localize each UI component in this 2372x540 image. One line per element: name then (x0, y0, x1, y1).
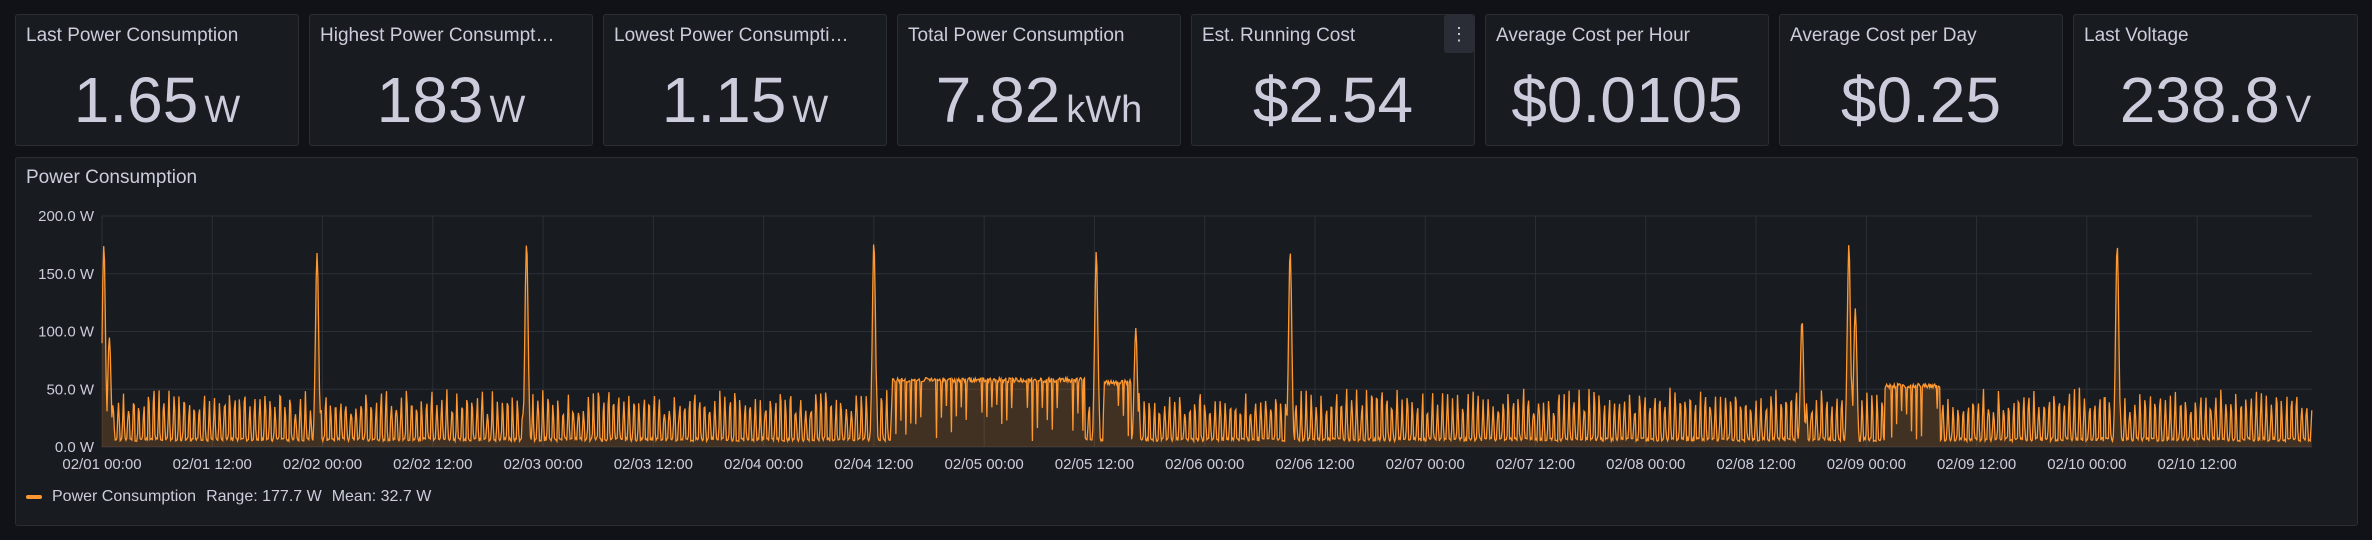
y-tick-label: 0.0 W (55, 439, 95, 456)
x-tick-label: 02/10 12:00 (2158, 456, 2237, 473)
x-tick-label: 02/09 12:00 (1937, 456, 2016, 473)
stat-panel-highest-power[interactable]: Highest Power Consumption 183 W (309, 14, 593, 146)
stat-value: $0.25 (1780, 63, 2062, 137)
stat-title: Last Voltage (2084, 25, 2189, 46)
stat-title: Last Power Consumption (26, 25, 239, 46)
y-tick-label: 150.0 W (38, 266, 95, 283)
stat-unit: W (489, 89, 526, 131)
x-tick-label: 02/03 00:00 (503, 456, 582, 473)
stat-panel-cost-per-hour[interactable]: Average Cost per Hour $0.0105 (1485, 14, 1769, 146)
stat-value: 1.15 W (604, 63, 886, 137)
x-tick-label: 02/06 00:00 (1165, 456, 1244, 473)
y-tick-label: 200.0 W (38, 208, 95, 225)
stat-number: 1.15 (661, 64, 787, 136)
stat-unit: V (2285, 89, 2312, 131)
series-area (102, 244, 2312, 447)
x-tick-label: 02/01 12:00 (173, 456, 252, 473)
stat-panel-lowest-power[interactable]: Lowest Power Consumption 1.15 W (603, 14, 887, 146)
stat-number: 7.82 (935, 64, 1061, 136)
stat-value: 1.65 W (16, 63, 298, 137)
stat-unit: kWh (1066, 89, 1143, 131)
stat-number: 1.65 (73, 64, 199, 136)
stat-number: $0.0105 (1511, 64, 1743, 136)
chart-legend[interactable]: Power Consumption Range: 177.7 W Mean: 3… (26, 488, 431, 506)
stat-title: Total Power Consumption (908, 25, 1125, 46)
stat-value: $2.54 (1192, 63, 1474, 137)
x-tick-label: 02/04 00:00 (724, 456, 803, 473)
stat-number: $2.54 (1252, 64, 1414, 136)
x-tick-label: 02/07 12:00 (1496, 456, 1575, 473)
stat-value: 238.8 V (2074, 63, 2357, 137)
stat-title: Lowest Power Consumption (614, 25, 850, 46)
kebab-menu-icon[interactable]: ⋮ (1444, 15, 1474, 53)
stat-panel-cost-per-day[interactable]: Average Cost per Day $0.25 (1779, 14, 2063, 146)
x-tick-label: 02/06 12:00 (1275, 456, 1354, 473)
stat-unit: W (204, 89, 241, 131)
stat-panel-total-power[interactable]: Total Power Consumption 7.82 kWh (897, 14, 1181, 146)
stat-unit: W (792, 89, 829, 131)
stat-title: Est. Running Cost (1202, 25, 1356, 46)
x-tick-label: 02/09 00:00 (1827, 456, 1906, 473)
stat-title: Highest Power Consumption (320, 25, 556, 46)
power-consumption-chart[interactable]: 0.0 W 50.0 W 100.0 W 150.0 W 200.0 W 02/01 00… (16, 158, 2357, 525)
x-tick-label: 02/07 00:00 (1386, 456, 1465, 473)
legend-mean: Mean: 32.7 W (331, 488, 432, 505)
stat-title: Average Cost per Day (1790, 25, 1977, 46)
stat-number: 238.8 (2119, 64, 2280, 136)
x-tick-label: 02/10 00:00 (2047, 456, 2126, 473)
y-tick-label: 50.0 W (46, 381, 94, 398)
legend-swatch (26, 495, 42, 499)
x-tick-label: 02/08 12:00 (1716, 456, 1795, 473)
y-tick-label: 100.0 W (38, 324, 95, 341)
x-tick-label: 02/02 12:00 (393, 456, 472, 473)
legend-range: Range: 177.7 W (206, 488, 322, 505)
stat-value: $0.0105 (1486, 63, 1768, 137)
stat-panel-last-power[interactable]: Last Power Consumption 1.65 W (15, 14, 299, 146)
x-tick-label: 02/03 12:00 (614, 456, 693, 473)
series-line (101, 244, 2313, 444)
stat-value: 7.82 kWh (898, 63, 1180, 137)
x-tick-label: 02/05 12:00 (1055, 456, 1134, 473)
legend-series-name[interactable]: Power Consumption (52, 488, 197, 505)
stat-title: Average Cost per Hour (1496, 25, 1690, 46)
stat-number: 183 (376, 64, 484, 136)
x-tick-label: 02/02 00:00 (283, 456, 362, 473)
stat-value: 183 W (310, 63, 592, 137)
x-tick-label: 02/05 00:00 (945, 456, 1024, 473)
x-tick-label: 02/01 00:00 (62, 456, 141, 473)
stat-panel-running-cost[interactable]: Est. Running Cost ⋮ $2.54 (1191, 14, 1475, 146)
x-tick-label: 02/04 12:00 (834, 456, 913, 473)
stat-panel-last-voltage[interactable]: Last Voltage 238.8 V (2073, 14, 2358, 146)
x-tick-label: 02/08 00:00 (1606, 456, 1685, 473)
power-consumption-panel[interactable]: 0.0 W 50.0 W 100.0 W 150.0 W 200.0 W 02/01 00… (15, 157, 2358, 526)
stat-number: $0.25 (1840, 64, 2002, 136)
panel-title: Power Consumption (26, 167, 198, 188)
